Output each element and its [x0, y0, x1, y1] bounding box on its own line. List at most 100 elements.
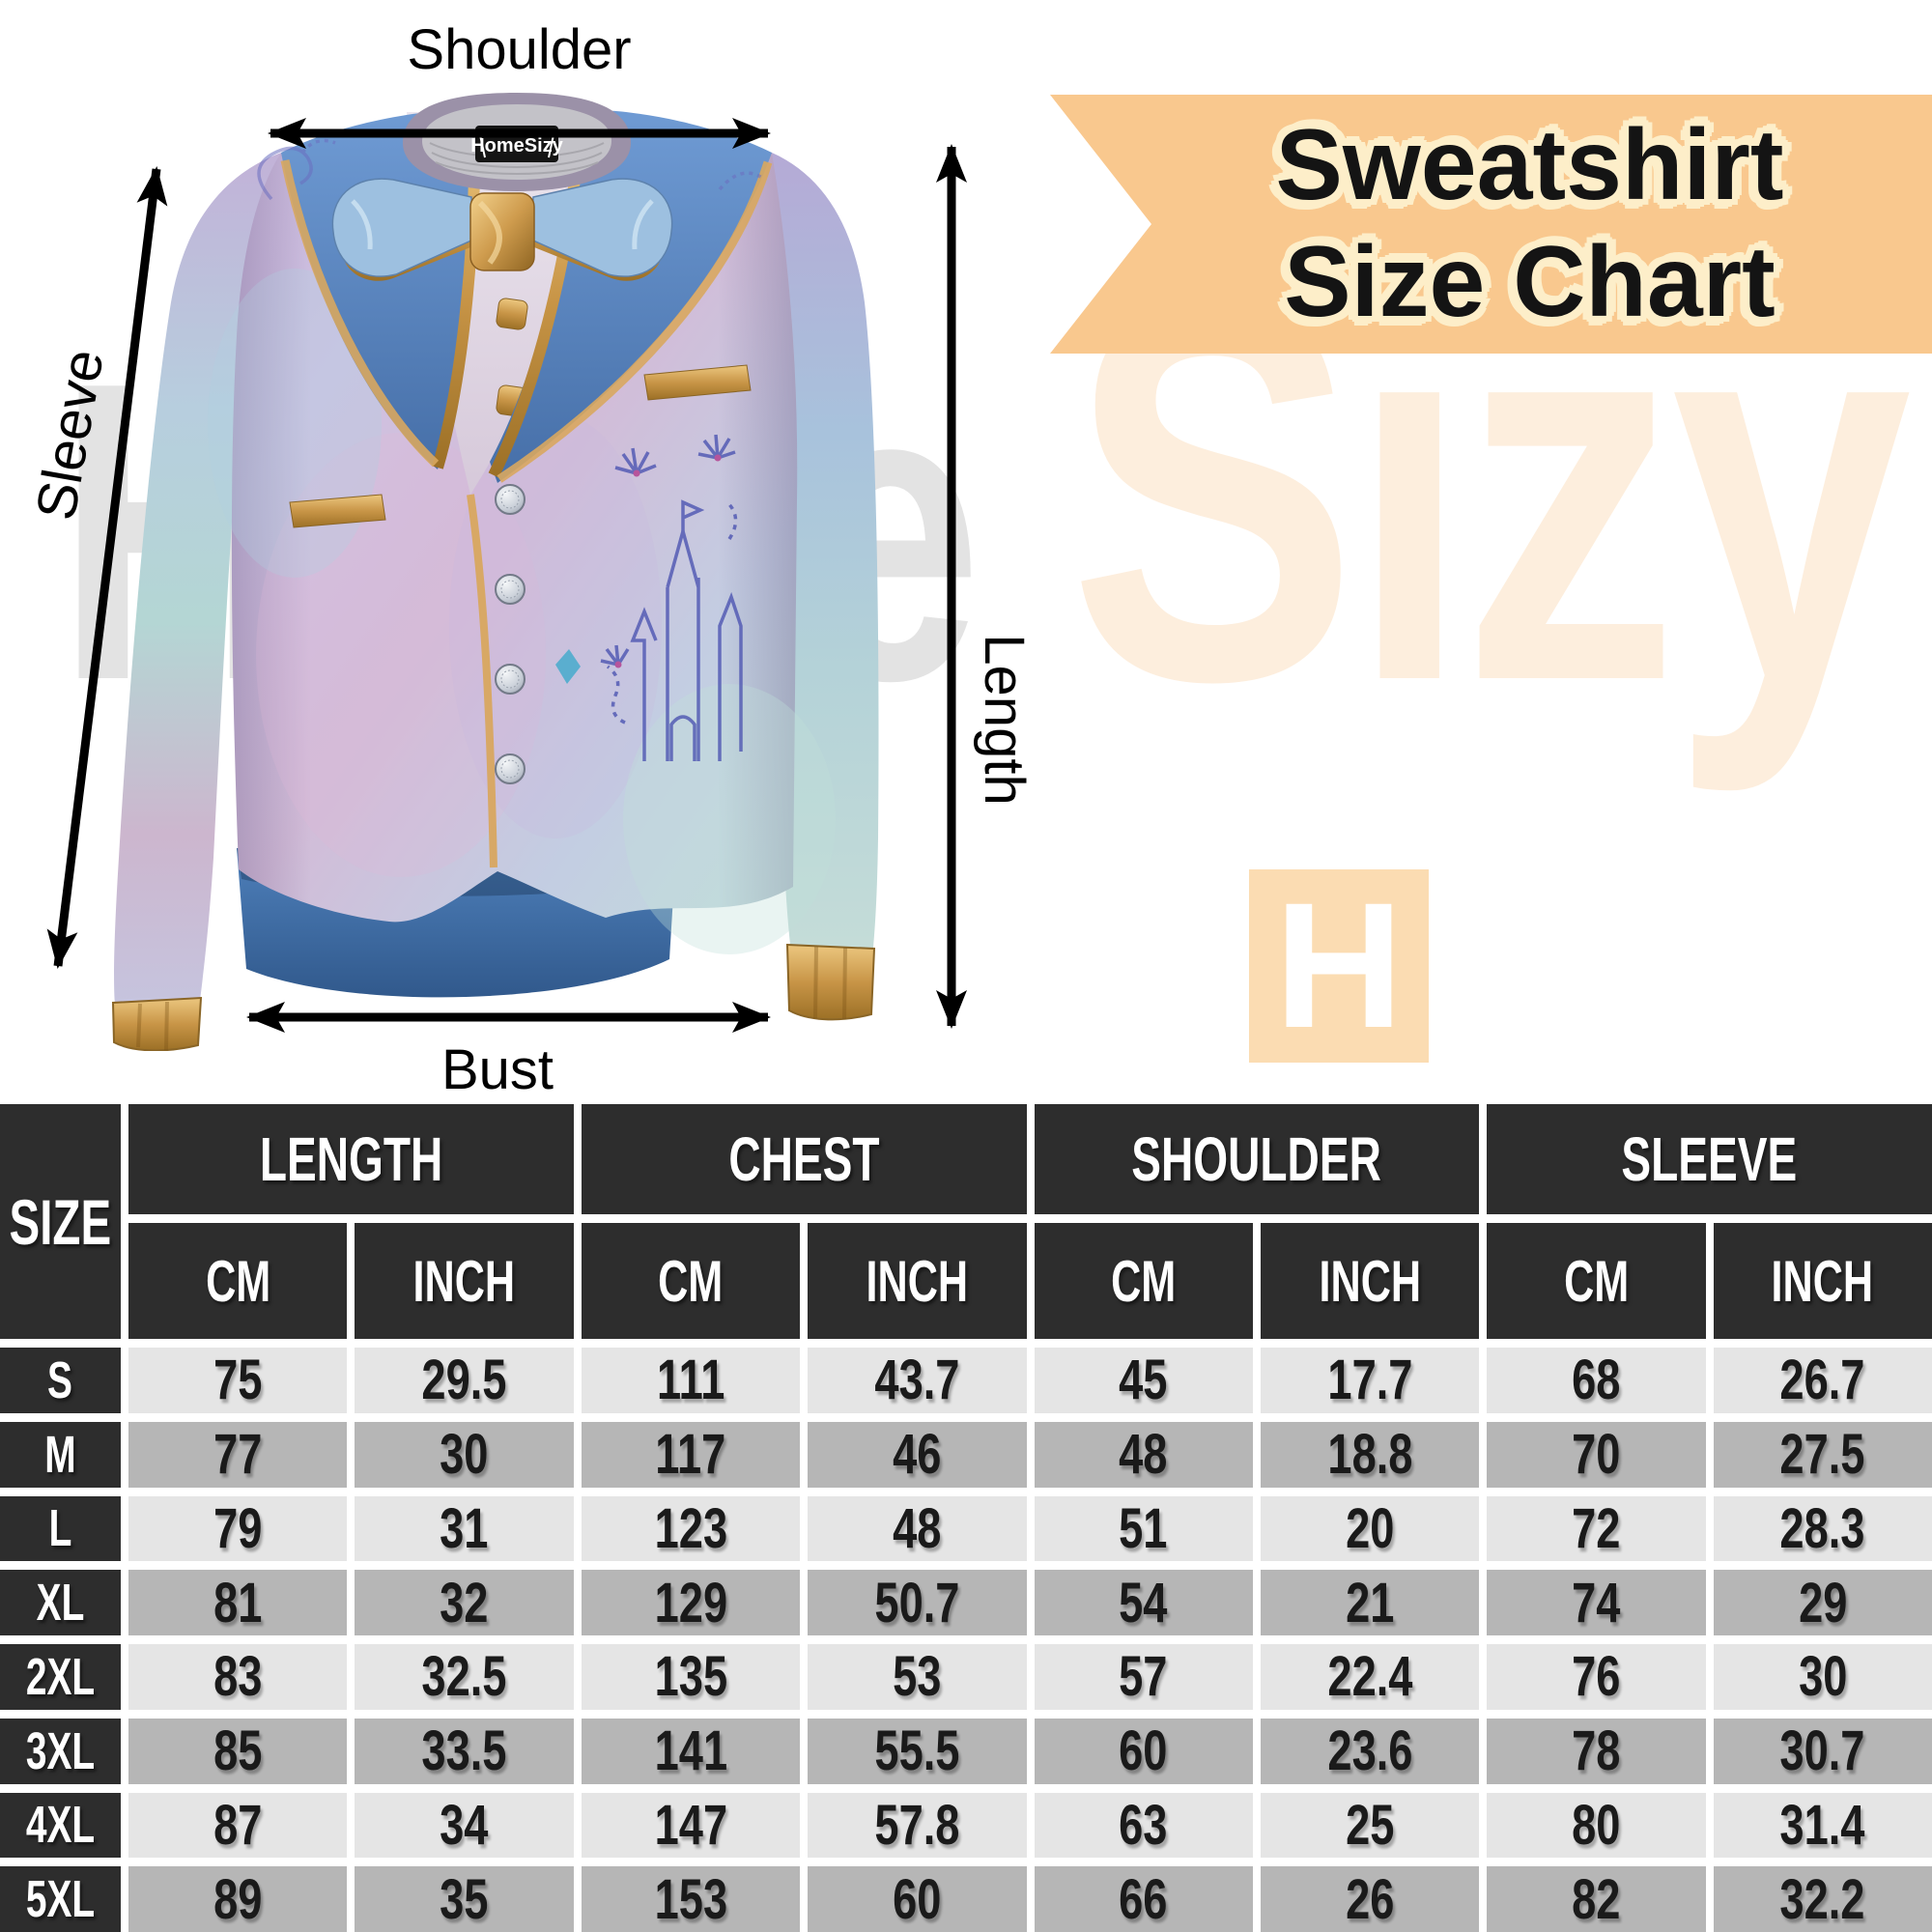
- table-cell: 80: [1487, 1792, 1706, 1859]
- shoulder-label: Shoulder: [407, 17, 632, 81]
- table-cell: 43.7: [808, 1348, 1027, 1413]
- table-cell: 123: [581, 1495, 801, 1562]
- size-column-header: SIZE: [0, 1104, 121, 1339]
- table-cell: 129: [581, 1570, 801, 1635]
- size-label: S: [0, 1348, 121, 1413]
- chest-cm-header: CM: [581, 1223, 801, 1339]
- table-cell: 57.8: [808, 1792, 1027, 1859]
- castle-print: [600, 434, 743, 761]
- size-label: 3XL: [0, 1718, 121, 1784]
- table-cell: 75: [128, 1348, 348, 1413]
- table-cell: 74: [1487, 1570, 1706, 1635]
- table-cell: 72: [1487, 1495, 1706, 1562]
- table-cell: 35: [355, 1866, 574, 1932]
- sleeve-arrow: [46, 166, 168, 969]
- table-cell: 60: [1034, 1718, 1253, 1784]
- table-cell: 28.3: [1713, 1495, 1932, 1562]
- brand-h-logo: H: [1249, 867, 1429, 1065]
- table-cell: 45: [1034, 1348, 1253, 1413]
- sleeve-cm-header: CM: [1487, 1223, 1706, 1339]
- table-cell: 26.7: [1713, 1348, 1932, 1413]
- measurement-arrows: [46, 118, 967, 1033]
- table-cell: 77: [128, 1421, 348, 1488]
- sleeve-inch-header: INCH: [1713, 1223, 1932, 1339]
- table-cell: 34: [355, 1792, 574, 1859]
- table-cell: 23.6: [1260, 1718, 1480, 1784]
- size-label: 5XL: [0, 1866, 121, 1932]
- table-cell: 60: [808, 1866, 1027, 1932]
- length-group-header: LENGTH: [128, 1104, 574, 1214]
- table-cell: 48: [808, 1495, 1027, 1562]
- table-cell: 83: [128, 1644, 348, 1710]
- table-cell: 141: [581, 1718, 801, 1784]
- size-label: XL: [0, 1570, 121, 1635]
- table-cell: 18.8: [1260, 1421, 1480, 1488]
- table-cell: 81: [128, 1570, 348, 1635]
- table-cell: 50.7: [808, 1570, 1027, 1635]
- shoulder-cm-header: CM: [1034, 1223, 1253, 1339]
- shoulder-group-header: SHOULDER: [1034, 1104, 1480, 1214]
- table-cell: 111: [581, 1348, 801, 1413]
- table-cell: 53: [808, 1644, 1027, 1710]
- table-cell: 17.7: [1260, 1348, 1480, 1413]
- size-label: L: [0, 1495, 121, 1562]
- banner-title-line1: Sweatshirt: [1275, 109, 1784, 222]
- size-label: M: [0, 1421, 121, 1488]
- table-cell: 82: [1487, 1866, 1706, 1932]
- table-cell: 78: [1487, 1718, 1706, 1784]
- table-cell: 33.5: [355, 1718, 574, 1784]
- chest-inch-header: INCH: [808, 1223, 1027, 1339]
- sweatshirt-product-image: HomeSizy: [111, 93, 879, 1051]
- table-cell: 25: [1260, 1792, 1480, 1859]
- length-inch-header: INCH: [355, 1223, 574, 1339]
- table-cell: 22.4: [1260, 1644, 1480, 1710]
- table-cell: 68: [1487, 1348, 1706, 1413]
- table-cell: 70: [1487, 1421, 1706, 1488]
- diamond-print: [555, 649, 581, 684]
- shirt-cuffs: [111, 943, 876, 1051]
- table-cell: 66: [1034, 1866, 1253, 1932]
- table-cell: 29: [1713, 1570, 1932, 1635]
- table-cell: 57: [1034, 1644, 1253, 1710]
- size-label: 2XL: [0, 1644, 121, 1710]
- table-cell: 31: [355, 1495, 574, 1562]
- table-cell: 30: [1713, 1644, 1932, 1710]
- table-cell: 31.4: [1713, 1792, 1932, 1859]
- shoulder-inch-header: INCH: [1260, 1223, 1480, 1339]
- sleeve-group-header: SLEEVE: [1487, 1104, 1932, 1214]
- table-cell: 54: [1034, 1570, 1253, 1635]
- shirt-buttons: [495, 484, 526, 784]
- shirt-pockets: [289, 364, 752, 528]
- banner-title-line2: Size Chart: [1284, 226, 1776, 338]
- table-cell: 147: [581, 1792, 801, 1859]
- table-cell: 55.5: [808, 1718, 1027, 1784]
- table-cell: 32: [355, 1570, 574, 1635]
- table-cell: 20: [1260, 1495, 1480, 1562]
- table-cell: 30.7: [1713, 1718, 1932, 1784]
- bust-label: Bust: [440, 1037, 554, 1101]
- table-cell: 48: [1034, 1421, 1253, 1488]
- table-cell: 76: [1487, 1644, 1706, 1710]
- length-label: Length: [973, 634, 1037, 806]
- table-cell: 85: [128, 1718, 348, 1784]
- table-cell: 32.2: [1713, 1866, 1932, 1932]
- length-cm-header: CM: [128, 1223, 348, 1339]
- table-cell: 135: [581, 1644, 801, 1710]
- table-cell: 29.5: [355, 1348, 574, 1413]
- table-cell: 79: [128, 1495, 348, 1562]
- table-cell: 63: [1034, 1792, 1253, 1859]
- size-label: 4XL: [0, 1792, 121, 1859]
- table-cell: 117: [581, 1421, 801, 1488]
- table-cell: 51: [1034, 1495, 1253, 1562]
- table-cell: 30: [355, 1421, 574, 1488]
- chest-group-header: CHEST: [581, 1104, 1027, 1214]
- table-cell: 26: [1260, 1866, 1480, 1932]
- bow-tie: [331, 178, 673, 281]
- table-cell: 87: [128, 1792, 348, 1859]
- table-cell: 89: [128, 1866, 348, 1932]
- table-cell: 32.5: [355, 1644, 574, 1710]
- size-table: SIZE LENGTH CHEST SHOULDER SLEEVE CM INC…: [0, 1104, 1932, 1932]
- table-cell: 21: [1260, 1570, 1480, 1635]
- table-cell: 46: [808, 1421, 1027, 1488]
